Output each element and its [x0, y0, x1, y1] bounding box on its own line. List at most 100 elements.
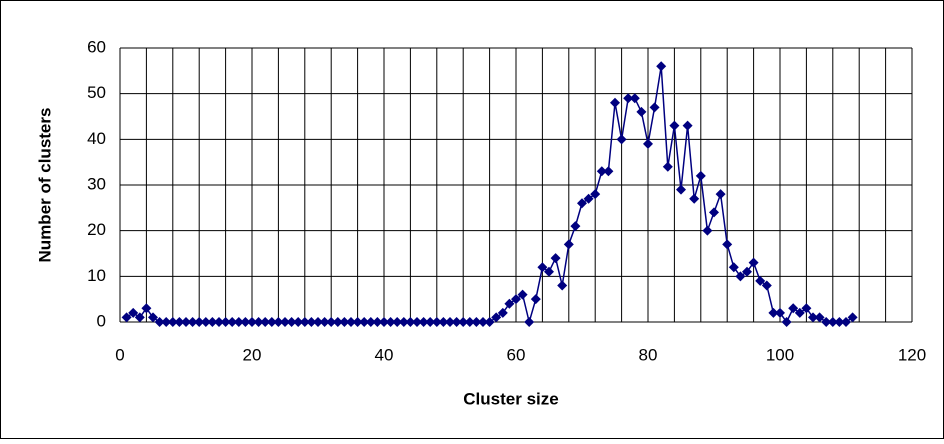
data-point — [537, 262, 548, 273]
data-point — [167, 317, 178, 327]
data-point — [187, 317, 198, 327]
data-point — [491, 312, 502, 323]
data-point — [121, 312, 132, 323]
data-point — [161, 317, 172, 327]
data-point — [722, 239, 733, 250]
data-point — [418, 317, 429, 327]
data-point — [841, 317, 851, 327]
data-point — [445, 317, 455, 327]
data-point — [649, 102, 660, 113]
y-tick-label: 10 — [87, 266, 106, 285]
data-point — [524, 317, 535, 327]
data-point — [478, 317, 488, 327]
data-point — [313, 317, 323, 327]
x-tick-label: 100 — [766, 345, 794, 364]
data-point — [207, 317, 218, 327]
data-point — [728, 262, 739, 273]
y-axis-label: Number of clusters — [35, 108, 54, 263]
data-point — [570, 221, 581, 232]
data-point — [715, 189, 726, 200]
data-point — [134, 312, 145, 323]
data-point — [266, 317, 277, 327]
y-tick-label: 0 — [97, 311, 106, 330]
data-point — [451, 317, 462, 327]
data-point — [260, 317, 271, 327]
data-point — [629, 93, 640, 104]
data-point — [273, 317, 284, 327]
data-point — [194, 317, 205, 327]
data-point — [801, 303, 812, 314]
data-point — [233, 317, 244, 327]
data-point — [326, 317, 337, 327]
data-point — [636, 106, 647, 117]
data-point — [662, 161, 673, 172]
data-point — [623, 93, 634, 104]
data-point — [755, 275, 766, 286]
data-point — [412, 317, 422, 327]
data-point — [814, 312, 825, 323]
data-point — [550, 253, 561, 264]
data-point — [834, 317, 845, 327]
data-point — [735, 271, 746, 282]
x-tick-label: 80 — [639, 345, 658, 364]
data-point — [676, 184, 686, 195]
data-point — [214, 317, 224, 327]
data-point — [656, 61, 667, 72]
data-point — [299, 317, 310, 327]
data-point — [141, 303, 152, 314]
data-point — [742, 266, 752, 277]
data-point — [689, 193, 700, 204]
data-point — [352, 317, 363, 327]
data-point — [808, 312, 818, 323]
y-tick-label: 60 — [87, 37, 106, 56]
data-point — [616, 134, 627, 145]
data-point — [253, 317, 264, 327]
x-tick-label: 20 — [243, 345, 262, 364]
data-point — [471, 317, 482, 327]
data-point — [761, 280, 772, 291]
data-point — [794, 307, 805, 318]
data-point — [530, 294, 541, 305]
data-point — [148, 312, 158, 323]
data-point — [227, 317, 238, 327]
data-point — [821, 317, 832, 327]
data-point — [431, 317, 442, 327]
data-point — [372, 317, 383, 327]
data-point — [504, 298, 515, 309]
data-point — [220, 317, 231, 327]
data-point — [557, 280, 568, 291]
data-point — [280, 317, 290, 327]
data-point — [240, 317, 251, 327]
data-point — [682, 120, 693, 131]
data-point — [286, 317, 297, 327]
data-point — [702, 225, 713, 236]
x-axis-label: Cluster size — [463, 389, 558, 408]
data-point — [438, 317, 449, 327]
data-point — [365, 317, 376, 327]
data-point — [590, 189, 601, 200]
data-point — [788, 303, 799, 314]
data-point — [577, 198, 587, 209]
data-point — [464, 317, 475, 327]
data-point — [346, 317, 356, 327]
x-tick-label: 40 — [375, 345, 394, 364]
data-point — [385, 317, 396, 327]
data-point — [247, 317, 257, 327]
data-point — [775, 307, 785, 318]
data-point — [695, 170, 706, 181]
x-tick-label: 60 — [507, 345, 526, 364]
data-point — [603, 166, 614, 177]
data-point — [458, 317, 469, 327]
data-point — [511, 294, 521, 305]
data-point — [200, 317, 211, 327]
x-tick-label: 0 — [115, 345, 124, 364]
data-point — [497, 307, 508, 318]
y-tick-label: 40 — [87, 129, 106, 148]
data-point — [319, 317, 330, 327]
data-point — [610, 97, 620, 108]
data-point — [293, 317, 304, 327]
data-point — [398, 317, 409, 327]
data-point — [781, 317, 792, 327]
